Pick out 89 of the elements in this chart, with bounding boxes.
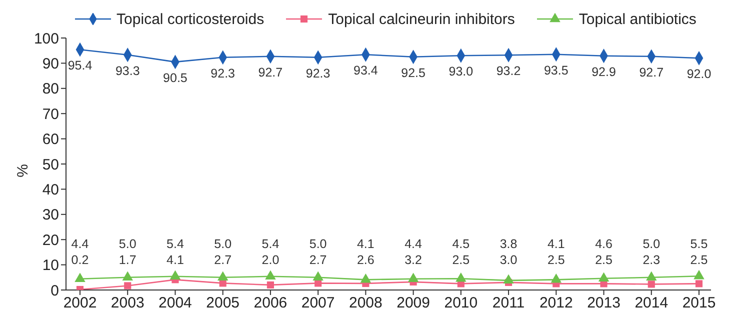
- data-label: 4.4: [71, 237, 89, 251]
- point: [408, 272, 419, 282]
- x-tick-label: 2009: [396, 294, 430, 312]
- data-label: 93.5: [544, 63, 568, 78]
- data-label: 5.4: [166, 237, 184, 251]
- data-label: 0.2: [71, 253, 89, 267]
- data-label: 2.5: [547, 253, 565, 267]
- data-label: 92.3: [210, 66, 236, 80]
- point: [503, 274, 514, 284]
- legend-label: Topical antibiotics: [578, 10, 696, 28]
- y-tick-label: 10: [42, 257, 59, 274]
- data-label: 93.0: [448, 64, 474, 79]
- data-label: 3.8: [500, 237, 518, 251]
- point: [646, 271, 657, 280]
- data-label: 95.4: [68, 58, 92, 73]
- y-tick-label: 70: [42, 106, 59, 123]
- y-axis-title: %: [14, 164, 32, 178]
- data-label: 5.5: [690, 237, 708, 251]
- data-label: 92.9: [592, 64, 616, 79]
- data-label: 4.6: [595, 237, 612, 251]
- data-label: 3.2: [404, 253, 422, 267]
- point: [124, 282, 132, 290]
- data-label: 93.3: [115, 64, 140, 78]
- x-tick-label: 2013: [587, 294, 620, 312]
- y-tick-label: 0: [50, 282, 59, 300]
- data-label: 5.0: [309, 237, 327, 251]
- data-label: 2.3: [642, 253, 660, 267]
- data-label: 2.7: [309, 253, 327, 267]
- data-label: 92.5: [401, 66, 426, 80]
- point: [312, 271, 324, 280]
- x-tick-label: 2006: [254, 294, 288, 312]
- data-label: 3.0: [500, 253, 518, 267]
- data-label: 5.0: [118, 237, 136, 251]
- data-label: 92.0: [686, 67, 712, 82]
- point: [74, 272, 86, 282]
- data-label: 90.5: [163, 70, 188, 85]
- data-label: 5.0: [642, 237, 660, 251]
- legend-label: Topical corticosteroids: [116, 10, 264, 28]
- data-label: 2.0: [262, 253, 280, 267]
- data-label: 4.1: [166, 253, 184, 267]
- data-label: 4.4: [404, 237, 422, 251]
- x-tick-label: 2003: [110, 294, 144, 312]
- y-tick-label: 90: [42, 56, 59, 73]
- y-tick-label: 30: [42, 206, 59, 224]
- y-tick-label: 80: [42, 80, 59, 98]
- y-tick-label: 100: [34, 30, 59, 48]
- x-tick-label: 2010: [444, 294, 478, 312]
- point: [456, 272, 466, 282]
- point: [266, 281, 274, 288]
- data-label: 1.7: [118, 253, 136, 267]
- x-tick-label: 2005: [206, 294, 240, 312]
- data-label: 2.6: [356, 253, 374, 267]
- data-label: 92.7: [639, 65, 664, 80]
- data-label: 92.7: [258, 65, 283, 80]
- data-label: 5.4: [262, 237, 280, 251]
- point: [695, 280, 703, 288]
- x-tick-label: 2015: [682, 294, 716, 312]
- data-label: 92.3: [306, 66, 330, 80]
- point: [265, 270, 276, 280]
- data-label: 5.0: [214, 237, 232, 251]
- point: [360, 273, 372, 283]
- data-label: 93.4: [354, 64, 378, 78]
- x-tick-label: 2012: [539, 294, 573, 312]
- x-tick-label: 2007: [301, 294, 335, 312]
- point: [648, 280, 655, 288]
- legend-label: Topical calcineurin inhibitors: [328, 10, 515, 28]
- data-label: 2.7: [214, 253, 232, 267]
- data-label: 2.5: [595, 253, 612, 267]
- data-label: 4.1: [356, 237, 374, 251]
- point: [122, 271, 133, 280]
- point: [550, 273, 562, 283]
- y-tick-label: 60: [42, 131, 59, 148]
- x-tick-label: 2008: [349, 294, 382, 312]
- data-label: 4.5: [452, 237, 470, 251]
- data-label: 2.5: [690, 253, 708, 267]
- data-label: 93.2: [496, 64, 521, 78]
- point: [170, 270, 181, 280]
- point: [217, 271, 228, 280]
- y-tick-label: 20: [42, 232, 59, 249]
- y-tick-label: 50: [42, 156, 59, 174]
- x-tick-label: 2011: [492, 294, 525, 312]
- data-label: 4.1: [547, 237, 565, 251]
- point: [694, 270, 704, 280]
- y-tick-label: 40: [42, 182, 59, 199]
- x-tick-label: 2002: [63, 294, 97, 312]
- data-label: 2.5: [452, 253, 470, 267]
- x-tick-label: 2004: [158, 294, 192, 312]
- point: [598, 272, 610, 282]
- x-tick-label: 2014: [634, 294, 668, 312]
